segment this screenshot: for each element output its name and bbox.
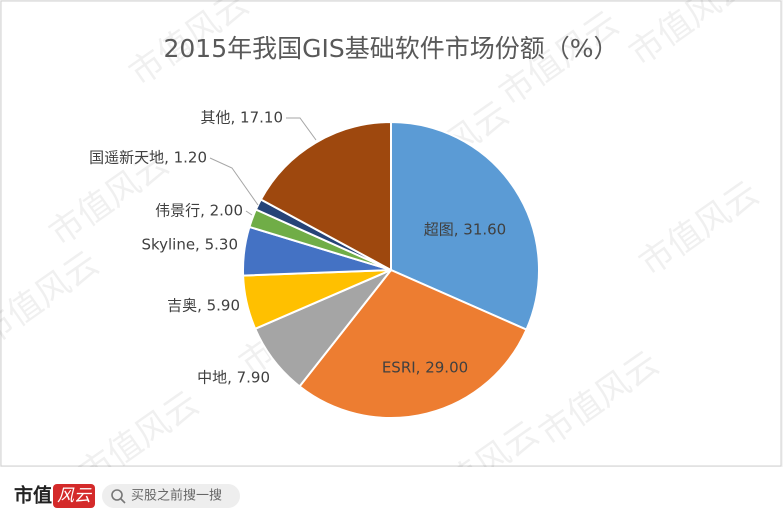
data-label: 中地, 7.90 [197,369,270,387]
data-label: 国遥新天地, 1.20 [89,149,207,167]
logo-right: 风云 [57,486,93,506]
data-label: ESRI, 29.00 [382,359,468,377]
pie-slice [298,268,528,419]
pie-slice [259,120,392,272]
data-label: 超图, 31.60 [424,221,506,239]
leader-line [286,117,317,141]
pie-slice [390,120,540,331]
search-icon [111,489,123,501]
leader-line [245,210,253,216]
leader-line [209,157,259,206]
search-box[interactable] [102,484,240,508]
chart-title: 2015年我国GIS基础软件市场份额（%） [164,34,619,63]
search-placeholder: 买股之前搜一搜 [131,488,222,504]
search-icon [120,498,126,504]
data-label: 其他, 17.10 [201,109,283,127]
logo-left: 市值 [14,484,52,507]
logo-badge [53,484,95,508]
pie: 超图, 31.60 ESRI, 29.00 中地, 7.90 吉奥, 5.90 Skyl… [89,109,540,419]
data-label: 吉奥, 5.90 [167,297,240,315]
data-label: Skyline, 5.30 [141,236,238,254]
data-label: 伟景行, 2.00 [155,202,243,220]
